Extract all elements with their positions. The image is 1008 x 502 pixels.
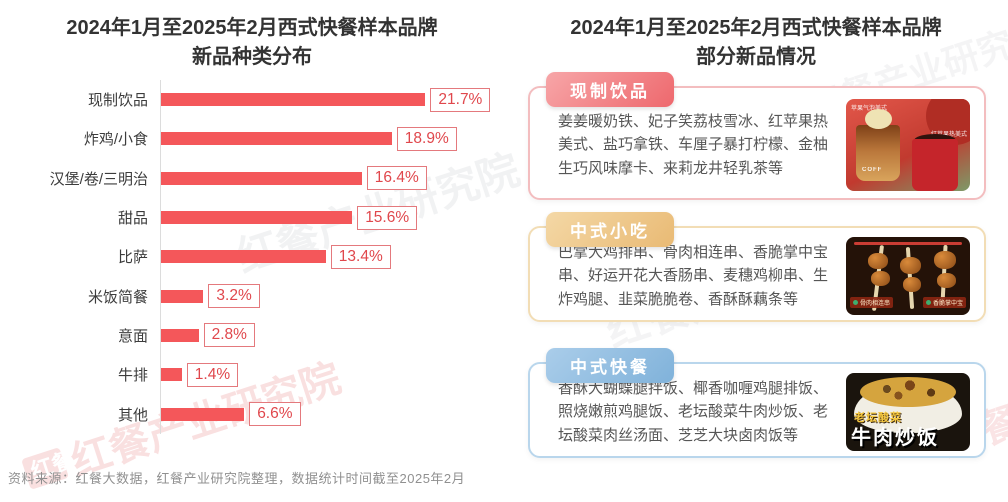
- chart-row: 意面 2.8%: [10, 315, 494, 356]
- bar-track: 6.6%: [160, 394, 494, 434]
- bar: [161, 368, 182, 382]
- drinks-photo: 苹果气泡美式 红苹果热美式 COFF: [846, 99, 970, 191]
- skewers-photo: 骨肉相连串 香脆掌中宝: [846, 237, 970, 315]
- new-products-panel: 2024年1月至2025年2月西式快餐样本品牌 部分新品情况 现制饮品 姜姜暖奶…: [504, 0, 1008, 492]
- card-body: 巴掌大鸡排串、骨肉相连串、香脆掌中宝串、好运开花大香肠串、麦穗鸡柳串、生炸鸡腿、…: [530, 228, 984, 320]
- chart-panel: 2024年1月至2025年2月西式快餐样本品牌 新品种类分布 现制饮品 21.7…: [0, 0, 504, 492]
- skewer-meat: [934, 251, 956, 269]
- bar-track: 16.4%: [160, 158, 494, 198]
- card-body: 姜姜暖奶铁、妃子笑荔枝雪冰、红苹果热美式、盐巧拿铁、车厘子暴打柠檬、金柚生巧风味…: [530, 88, 984, 198]
- chart-row: 甜品 15.6%: [10, 197, 494, 238]
- tag-dot: [925, 300, 931, 305]
- category-label: 甜品: [117, 210, 148, 228]
- panel-title-line1: 2024年1月至2025年2月西式快餐样本品牌: [570, 17, 942, 39]
- tag-dot: [853, 300, 858, 305]
- category-label: 汉堡/卷/三明治: [49, 170, 148, 188]
- value-label: 16.4%: [366, 166, 427, 191]
- photo-tag: 骨肉相连串: [850, 297, 894, 308]
- bar-track: 13.4%: [160, 237, 494, 277]
- bar: [161, 407, 245, 421]
- iced-coffee-cup: [856, 125, 900, 181]
- new-products-list: 香酥大蝴蝶腿拌饭、椰香咖喱鸡腿排饭、照烧嫩煎鸡腿饭、老坛酸菜牛肉炒饭、老坛酸菜肉…: [558, 380, 829, 444]
- cup-print: COFF: [862, 167, 883, 173]
- card-chinese-fastfood: 中式快餐 香酥大蝴蝶腿拌饭、椰香咖喱鸡腿排饭、照烧嫩煎鸡腿饭、老坛酸菜牛肉炒饭、…: [528, 348, 986, 458]
- bar-track: 1.4%: [160, 355, 494, 395]
- category-label: 炸鸡/小食: [83, 131, 148, 149]
- card-fresh-drinks: 现制饮品 姜姜暖奶铁、妃子笑荔枝雪冰、红苹果热美式、盐巧拿铁、车厘子暴打柠檬、金…: [528, 72, 986, 200]
- panel-title-line2: 部分新品情况: [696, 46, 816, 68]
- chart-row: 比萨 13.4%: [10, 237, 494, 277]
- card-header-chinese-snacks: 中式小吃: [546, 212, 674, 247]
- fried-rice: [860, 377, 956, 407]
- photo-tag: 香脆掌中宝: [922, 297, 966, 308]
- value-label: 21.7%: [430, 87, 491, 112]
- ice-cream-scoop: [865, 109, 892, 129]
- rice-bowl-photo: 老坛酸菜 牛肉炒饭: [846, 373, 970, 451]
- bar-track: 18.9%: [160, 119, 494, 159]
- bar: [161, 171, 362, 185]
- new-products-list: 巴掌大鸡排串、骨肉相连串、香脆掌中宝串、好运开花大香肠串、麦穗鸡柳串、生炸鸡腿、…: [558, 244, 829, 308]
- bar: [161, 328, 199, 342]
- category-label: 其他: [117, 406, 148, 424]
- photo-caption-top: 老坛酸菜: [854, 412, 902, 424]
- photo-caption: 苹果气泡美式: [851, 106, 888, 112]
- value-label: 15.6%: [357, 205, 418, 230]
- category-label: 意面: [117, 327, 148, 345]
- photo-caption-bottom: 牛肉炒饭: [851, 427, 939, 449]
- bar: [161, 289, 204, 303]
- card-body: 香酥大蝴蝶腿拌饭、椰香咖喱鸡腿排饭、照烧嫩煎鸡腿饭、老坛酸菜牛肉炒饭、老坛酸菜肉…: [530, 364, 984, 456]
- category-label: 比萨: [117, 249, 148, 267]
- chart-row: 牛排 1.4%: [10, 355, 494, 395]
- skewer-meat: [937, 273, 956, 288]
- bar-track: 15.6%: [160, 197, 494, 238]
- bar-track: 21.7%: [160, 80, 494, 120]
- skewer-meat: [868, 253, 888, 269]
- skewer-meat: [900, 257, 921, 274]
- red-coffee-cup: [912, 139, 958, 191]
- card-header-chinese-fastfood: 中式快餐: [546, 348, 674, 383]
- bar: [161, 132, 392, 146]
- bar-track: 3.2%: [160, 276, 494, 316]
- photo-decor: [854, 242, 962, 245]
- chart-title: 2024年1月至2025年2月西式快餐样本品牌 新品种类分布: [0, 14, 504, 72]
- value-label: 2.8%: [203, 323, 255, 348]
- value-label: 1.4%: [186, 362, 239, 387]
- value-label: 13.4%: [330, 244, 391, 269]
- card-header-fresh-drinks: 现制饮品: [546, 72, 674, 107]
- chart-row: 炸鸡/小食 18.9%: [10, 119, 494, 159]
- skewer-meat: [871, 271, 890, 286]
- source-note: 资料来源：红餐大数据，红餐产业研究院整理，数据统计时间截至2025年2月: [8, 471, 466, 486]
- bar: [161, 211, 353, 225]
- card-chinese-snacks: 中式小吃 巴掌大鸡排串、骨肉相连串、香脆掌中宝串、好运开花大香肠串、麦穗鸡柳串、…: [528, 212, 986, 322]
- value-label: 6.6%: [249, 402, 301, 427]
- bar: [161, 250, 326, 264]
- chart-title-line2: 新品种类分布: [192, 46, 312, 68]
- value-label: 3.2%: [208, 284, 260, 309]
- bar-chart: 现制饮品 21.7% 炸鸡/小食 18.9% 汉堡/卷/三明治 16.4%: [10, 80, 494, 434]
- bar: [161, 93, 426, 107]
- chart-title-line1: 2024年1月至2025年2月西式快餐样本品牌: [66, 17, 438, 39]
- category-label: 牛排: [117, 367, 148, 385]
- rice-bowl: [854, 377, 962, 433]
- category-label: 米饭简餐: [87, 288, 148, 306]
- skewer-meat: [903, 277, 921, 292]
- chart-row: 米饭简餐 3.2%: [10, 276, 494, 316]
- bar-track: 2.8%: [160, 315, 494, 356]
- value-label: 18.9%: [396, 126, 457, 151]
- chart-row: 汉堡/卷/三明治 16.4%: [10, 158, 494, 198]
- chart-row: 现制饮品 21.7%: [10, 80, 494, 120]
- panel-title: 2024年1月至2025年2月西式快餐样本品牌 部分新品情况: [504, 14, 1008, 72]
- chart-row: 其他 6.6%: [10, 394, 494, 434]
- new-products-list: 姜姜暖奶铁、妃子笑荔枝雪冰、红苹果热美式、盐巧拿铁、车厘子暴打柠檬、金柚生巧风味…: [558, 113, 829, 177]
- category-label: 现制饮品: [87, 92, 148, 110]
